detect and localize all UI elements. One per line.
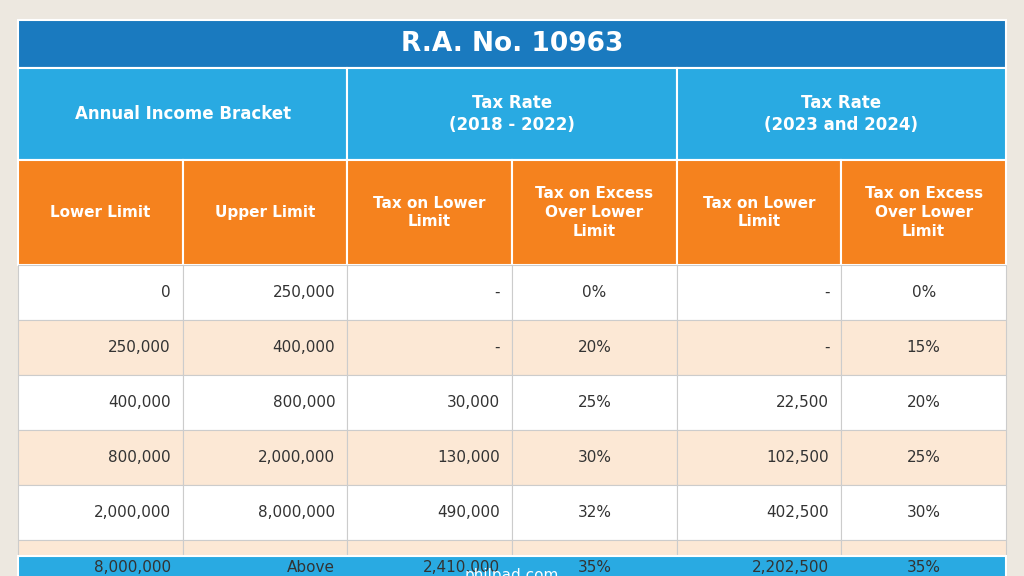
Bar <box>18 540 182 576</box>
Bar <box>677 430 842 485</box>
Text: 130,000: 130,000 <box>437 450 500 465</box>
Bar <box>842 320 1006 375</box>
Text: -: - <box>824 285 829 300</box>
Text: 0%: 0% <box>583 285 606 300</box>
Text: Annual Income Bracket: Annual Income Bracket <box>75 105 291 123</box>
Bar <box>182 320 347 375</box>
Text: 30%: 30% <box>578 450 611 465</box>
Text: 32%: 32% <box>578 505 611 520</box>
Text: 20%: 20% <box>906 395 941 410</box>
Bar <box>677 265 842 320</box>
Bar <box>842 160 1006 265</box>
Text: 2,000,000: 2,000,000 <box>258 450 335 465</box>
Bar <box>347 375 512 430</box>
Bar <box>677 375 842 430</box>
Text: 20%: 20% <box>578 340 611 355</box>
Text: 2,202,500: 2,202,500 <box>753 560 829 575</box>
Text: 15%: 15% <box>906 340 941 355</box>
Text: philpad.com: philpad.com <box>465 568 559 576</box>
Text: Tax Rate
(2018 - 2022): Tax Rate (2018 - 2022) <box>450 94 574 134</box>
Bar <box>512 265 677 320</box>
Text: Tax on Lower
Limit: Tax on Lower Limit <box>374 196 486 229</box>
Text: Tax on Lower
Limit: Tax on Lower Limit <box>702 196 815 229</box>
Text: 8,000,000: 8,000,000 <box>258 505 335 520</box>
Text: -: - <box>495 340 500 355</box>
Bar <box>842 540 1006 576</box>
Text: Tax Rate
(2023 and 2024): Tax Rate (2023 and 2024) <box>764 94 919 134</box>
Bar <box>18 160 182 265</box>
Bar <box>842 375 1006 430</box>
Text: 25%: 25% <box>578 395 611 410</box>
Text: 8,000,000: 8,000,000 <box>93 560 171 575</box>
Text: 0%: 0% <box>911 285 936 300</box>
Bar <box>842 485 1006 540</box>
Bar <box>182 430 347 485</box>
Bar <box>842 430 1006 485</box>
Bar <box>18 68 347 160</box>
Text: Lower Limit: Lower Limit <box>50 205 151 220</box>
Text: Upper Limit: Upper Limit <box>215 205 315 220</box>
Text: 400,000: 400,000 <box>272 340 335 355</box>
Bar <box>677 160 842 265</box>
Text: -: - <box>495 285 500 300</box>
Bar <box>182 160 347 265</box>
Text: 30%: 30% <box>906 505 941 520</box>
Text: -: - <box>824 340 829 355</box>
Text: 250,000: 250,000 <box>272 285 335 300</box>
Bar <box>347 265 512 320</box>
Text: 2,410,000: 2,410,000 <box>423 560 500 575</box>
Text: 102,500: 102,500 <box>767 450 829 465</box>
Bar <box>18 320 182 375</box>
Bar <box>18 265 182 320</box>
Bar <box>347 160 512 265</box>
Bar <box>347 68 677 160</box>
Text: Tax on Excess
Over Lower
Limit: Tax on Excess Over Lower Limit <box>536 187 653 238</box>
Bar <box>182 265 347 320</box>
Bar <box>182 375 347 430</box>
Bar <box>18 430 182 485</box>
Text: 30,000: 30,000 <box>446 395 500 410</box>
Bar <box>182 540 347 576</box>
Text: 490,000: 490,000 <box>437 505 500 520</box>
Text: 2,000,000: 2,000,000 <box>93 505 171 520</box>
Text: 250,000: 250,000 <box>109 340 171 355</box>
Bar <box>677 68 1006 160</box>
Bar <box>512 430 677 485</box>
Text: 0: 0 <box>161 285 171 300</box>
Bar <box>347 320 512 375</box>
Bar <box>842 265 1006 320</box>
Bar <box>347 430 512 485</box>
Bar <box>347 540 512 576</box>
Bar <box>18 375 182 430</box>
Bar <box>677 485 842 540</box>
Bar <box>512 320 677 375</box>
Text: 35%: 35% <box>906 560 941 575</box>
Text: 800,000: 800,000 <box>109 450 171 465</box>
Bar <box>18 556 1006 576</box>
Bar <box>347 485 512 540</box>
Text: 35%: 35% <box>578 560 611 575</box>
Bar <box>677 540 842 576</box>
Text: 25%: 25% <box>906 450 941 465</box>
Text: 402,500: 402,500 <box>767 505 829 520</box>
Bar <box>677 320 842 375</box>
Text: R.A. No. 10963: R.A. No. 10963 <box>400 31 624 57</box>
Bar <box>512 375 677 430</box>
Text: 800,000: 800,000 <box>272 395 335 410</box>
Bar <box>512 540 677 576</box>
Text: Above: Above <box>288 560 335 575</box>
Bar <box>18 20 1006 68</box>
Text: 400,000: 400,000 <box>109 395 171 410</box>
Text: Tax on Excess
Over Lower
Limit: Tax on Excess Over Lower Limit <box>864 187 983 238</box>
Bar <box>512 485 677 540</box>
Bar <box>512 160 677 265</box>
Text: 22,500: 22,500 <box>776 395 829 410</box>
Bar <box>182 485 347 540</box>
Bar <box>18 485 182 540</box>
